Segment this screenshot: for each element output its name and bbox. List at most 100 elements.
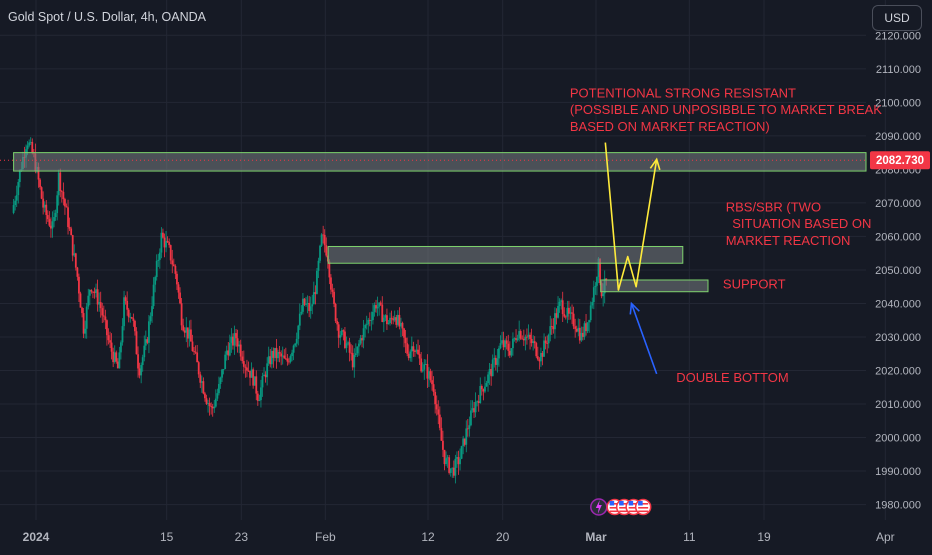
candle-body [12,205,15,213]
candle [158,248,161,269]
candle-body [370,319,373,321]
candle-body [473,408,475,413]
candle [499,335,502,350]
candle [196,344,199,363]
candle [532,335,535,351]
candle-body [42,198,45,208]
candle-body [149,316,152,322]
candle [376,296,379,317]
candle-body [423,364,426,370]
candle [194,345,197,355]
candle [40,186,43,200]
candle-body [491,359,494,377]
candle-body [162,232,164,238]
candle-body [334,303,337,322]
candle [379,300,382,307]
candle-body [272,350,275,358]
candle [157,253,160,267]
candle [323,229,326,253]
candle-body [225,350,228,355]
candle-body [560,300,563,302]
candle-body [116,361,119,369]
rbs-label-line-1: RBS/SBR (TWO [726,199,821,214]
candle [356,346,359,357]
last-price-badge: 2082.730 [870,151,930,170]
candle [29,137,32,145]
candle-body [549,326,552,335]
candle [141,354,144,372]
candle [569,306,572,320]
candle-body [589,305,592,321]
candle-body [160,232,163,253]
candle-body [424,364,427,365]
candle [110,333,113,360]
candle-body [375,305,377,309]
candle-body [255,376,258,394]
candle-body [124,297,127,301]
candle-body [485,383,488,387]
candle [348,337,351,362]
candle [71,234,74,262]
candle-body [291,352,293,357]
candle [132,313,135,327]
candle [485,380,488,387]
candle [292,344,295,361]
candle-body [148,321,150,343]
candle-body [50,225,52,229]
candle [549,315,552,342]
candle [526,328,528,345]
candle-body [373,305,376,312]
candle-body [216,393,219,399]
candle-body [224,354,227,370]
time-tick-label: 15 [160,530,174,544]
arrow-head [629,301,640,315]
candle [432,376,435,396]
candle-body [348,342,351,353]
candle-body [60,190,63,192]
candle-body [384,315,387,318]
candle [85,302,88,339]
candle-body [524,336,527,341]
candle-body [14,200,17,206]
candle [56,191,59,221]
candle-body [390,317,393,319]
candle-body [157,259,160,261]
candle [330,274,332,295]
candle [445,451,447,467]
candle [180,298,183,331]
candle-body [81,307,83,314]
candle-body [502,340,505,348]
candle [232,333,234,350]
candle-body [67,207,69,228]
candle-body [93,291,96,293]
candle-body [135,331,138,355]
badge-text: 2082.730 [876,155,924,167]
time-tick-label: Mar [585,530,607,544]
candle [274,347,276,362]
rbs-label-line-2: SITUATION BASED ON [732,216,871,231]
candle-body [462,438,465,447]
candle [202,377,205,395]
event-markers [590,498,652,516]
candle-body [463,438,466,445]
candle-body [401,322,404,329]
candle [227,342,230,361]
candle-body [583,323,586,337]
candle [591,297,594,309]
candle-body [404,337,407,344]
candle [446,454,449,468]
candle [566,300,569,324]
price-tick-label: 2070.000 [875,198,921,210]
candle [190,319,192,342]
candle [186,327,189,348]
candle-body [211,406,214,409]
candle [140,362,143,384]
candle [493,348,496,368]
flag-canton [628,501,634,506]
candle [236,329,239,353]
candle-body [588,320,591,323]
candle-body [494,357,497,365]
currency-button[interactable]: USD [872,5,922,31]
